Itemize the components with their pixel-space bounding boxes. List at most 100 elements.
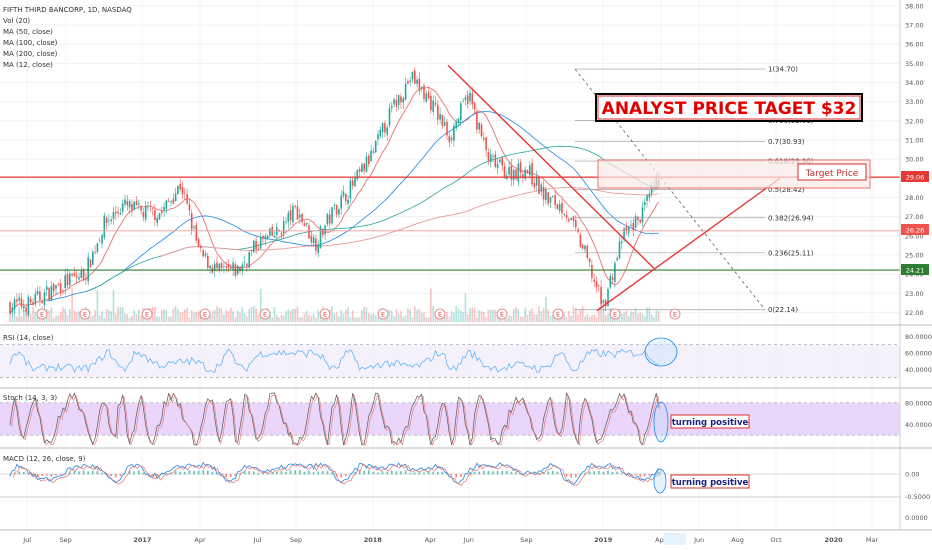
- candle-body: [299, 214, 301, 218]
- candle-body: [319, 226, 322, 248]
- candle-body: [216, 262, 218, 269]
- volume-bar: [163, 309, 165, 322]
- candle-body: [161, 211, 163, 214]
- price-tick-label: 36.00: [905, 41, 924, 49]
- candle-body: [75, 275, 78, 278]
- macd-histogram-bar: [59, 474, 62, 476]
- candle-body: [223, 266, 225, 268]
- candle-body: [462, 100, 464, 102]
- volume-bar: [301, 317, 303, 322]
- candle-body: [142, 212, 145, 218]
- volume-bar: [278, 317, 280, 322]
- volume-bar: [469, 308, 471, 322]
- volume-bar: [563, 313, 566, 322]
- macd-histogram-bar: [473, 472, 476, 475]
- candle-body: [418, 78, 421, 91]
- candle-body: [623, 228, 625, 241]
- candle-body: [501, 157, 503, 166]
- candle-body: [124, 199, 126, 205]
- candle-body: [395, 99, 398, 107]
- price-tag-current: 26.26: [901, 224, 929, 235]
- price-tick-label: 27.00: [905, 213, 924, 221]
- candle-body: [69, 273, 71, 286]
- candle-body: [151, 208, 154, 210]
- volume-bar: [471, 307, 474, 322]
- macd-histogram-bar: [322, 471, 324, 475]
- volume-bar: [480, 311, 483, 322]
- candle-body: [34, 293, 37, 304]
- volume-bar: [453, 312, 455, 322]
- macd-histogram-bar: [124, 473, 126, 475]
- macd-histogram-bar: [326, 471, 329, 475]
- volume-bar: [409, 309, 411, 322]
- fib-level-label: 0(22.14): [768, 306, 798, 314]
- volume-bar: [188, 317, 191, 322]
- earnings-marker: [319, 308, 331, 320]
- candle-body: [524, 169, 526, 179]
- candle-body: [625, 226, 628, 232]
- candle-body: [190, 213, 193, 230]
- macd-histogram-bar: [312, 472, 315, 475]
- candle-body: [209, 265, 211, 269]
- time-tick-label: Apr: [425, 536, 437, 544]
- macd-histogram-bar: [492, 471, 494, 475]
- volume-bar: [115, 313, 117, 322]
- volume-bar: [420, 313, 423, 322]
- candle-body: [648, 193, 651, 198]
- candle-body: [423, 85, 425, 100]
- volume-bar: [604, 314, 607, 322]
- volume-bar: [92, 315, 94, 322]
- volume-bar: [492, 309, 494, 322]
- volume-bar: [89, 316, 92, 322]
- volume-bar: [584, 316, 586, 322]
- macd-histogram-bar: [271, 472, 273, 475]
- candle-body: [397, 94, 400, 105]
- macd-histogram-bar: [184, 471, 186, 475]
- candle-body: [365, 156, 368, 173]
- study-vol: Vol (20): [3, 17, 30, 25]
- candle-body: [538, 176, 540, 195]
- macd-line: [9, 461, 659, 485]
- rsi-title: RSI (14, close): [3, 334, 54, 342]
- volume-bar: [213, 309, 216, 322]
- candle-body: [485, 137, 487, 151]
- candle-body: [579, 234, 582, 247]
- volume-bar: [556, 317, 559, 322]
- volume-bar: [499, 316, 501, 322]
- time-tick-label: Sep: [290, 536, 302, 544]
- stoch-title: Stoch (14, 3, 3): [3, 394, 57, 402]
- earnings-marker: [199, 308, 211, 320]
- candle-body: [257, 248, 260, 250]
- candle-body: [115, 212, 117, 214]
- candle-body: [225, 266, 227, 268]
- candle-body: [227, 264, 230, 268]
- candle-body: [552, 196, 554, 198]
- volume-bar: [593, 314, 595, 322]
- price-tick-label: 22.00: [905, 309, 924, 317]
- macd-histogram-bar: [142, 472, 145, 475]
- volume-bar: [568, 310, 570, 322]
- macd-histogram-bar: [501, 470, 503, 475]
- candle-body: [41, 300, 43, 304]
- macd-histogram-bar: [368, 470, 370, 475]
- time-tick-label: 2020: [825, 536, 844, 544]
- candle-body: [230, 267, 232, 269]
- volume-bar: [250, 307, 253, 322]
- volume-bar: [172, 308, 175, 322]
- candle-body: [434, 102, 437, 105]
- time-tick-label: Jul: [22, 536, 31, 544]
- candle-body: [207, 255, 209, 268]
- candle-body: [55, 285, 57, 289]
- candle-body: [354, 177, 356, 187]
- volume-bar: [138, 309, 140, 322]
- volume-bar: [393, 316, 395, 322]
- earnings-marker-label: E: [263, 311, 267, 319]
- macd-histogram-bar: [202, 469, 204, 475]
- volume-bar: [572, 306, 575, 322]
- candle-body: [618, 241, 621, 259]
- volume-bar: [411, 317, 414, 322]
- candle-body: [188, 203, 191, 211]
- candle-body: [446, 121, 448, 136]
